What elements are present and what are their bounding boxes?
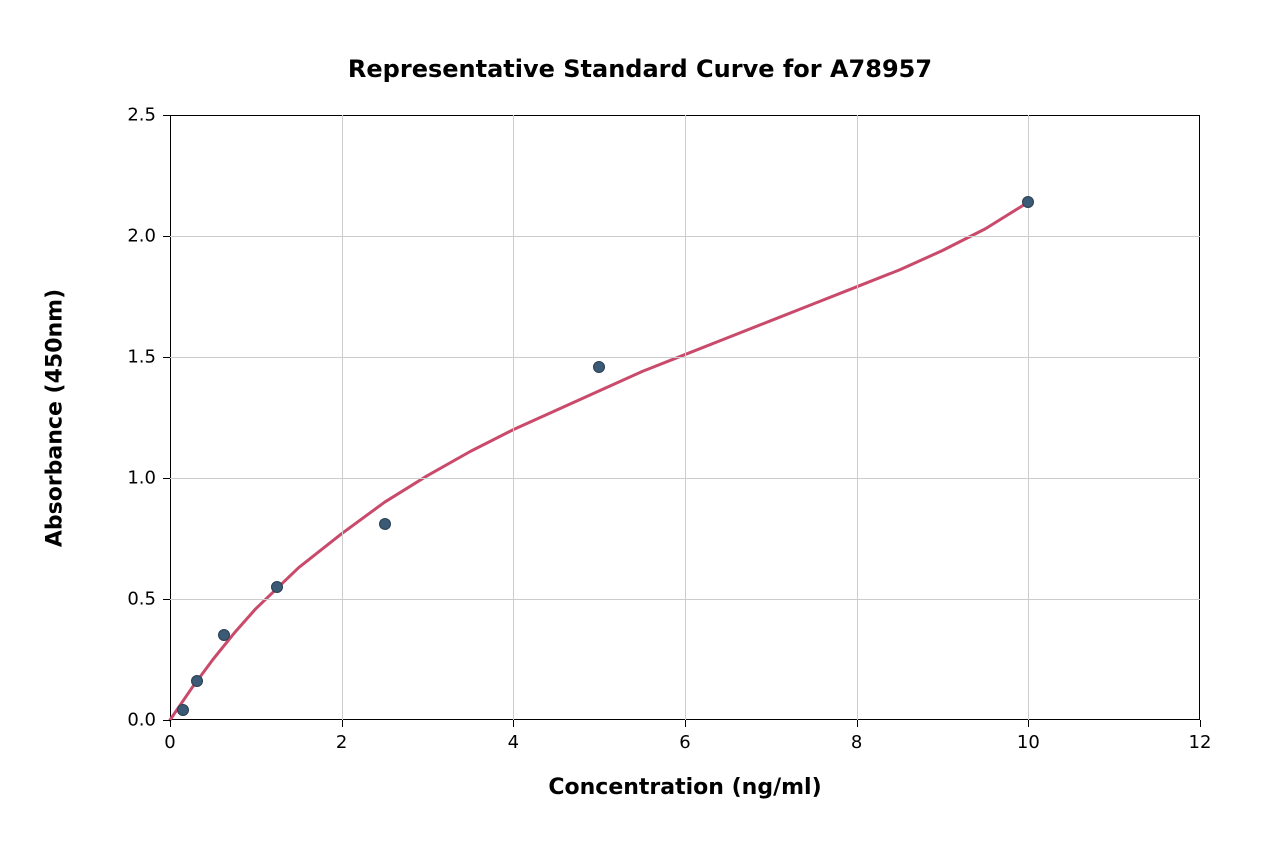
axis-tick [513,720,514,727]
axis-tick [1028,720,1029,727]
axis-tick [163,599,170,600]
gridline-vertical [342,115,343,720]
fit-curve [0,0,1280,845]
axis-tick [163,115,170,116]
gridline-horizontal [170,599,1200,600]
x-tick-label: 12 [1189,732,1212,753]
data-point [218,629,230,641]
x-tick-label: 10 [1017,732,1040,753]
data-point [379,518,391,530]
y-tick-label: 0.5 [127,589,156,610]
gridline-vertical [513,115,514,720]
data-point [1022,196,1034,208]
y-tick-label: 2.5 [127,105,156,126]
data-point [191,675,203,687]
gridline-vertical [857,115,858,720]
data-point [271,581,283,593]
chart-container: Representative Standard Curve for A78957… [0,0,1280,845]
y-tick-label: 1.0 [127,468,156,489]
x-tick-label: 0 [164,732,175,753]
axis-tick [163,357,170,358]
axis-tick [857,720,858,727]
axis-tick [685,720,686,727]
x-tick-label: 6 [679,732,690,753]
gridline-vertical [685,115,686,720]
gridline-horizontal [170,478,1200,479]
y-axis-label: Absorbance (450nm) [43,115,68,720]
y-tick-label: 1.5 [127,347,156,368]
x-axis-label: Concentration (ng/ml) [548,775,821,800]
curve-path [170,202,1028,720]
y-tick-label: 0.0 [127,710,156,731]
axis-tick [163,720,170,721]
x-tick-label: 2 [336,732,347,753]
gridline-horizontal [170,236,1200,237]
axis-tick [163,478,170,479]
data-point [593,361,605,373]
data-point [177,704,189,716]
y-tick-label: 2.0 [127,226,156,247]
axis-tick [342,720,343,727]
axis-tick [163,236,170,237]
x-tick-label: 8 [851,732,862,753]
axis-tick [170,720,171,727]
gridline-horizontal [170,357,1200,358]
x-tick-label: 4 [508,732,519,753]
axis-tick [1200,720,1201,727]
